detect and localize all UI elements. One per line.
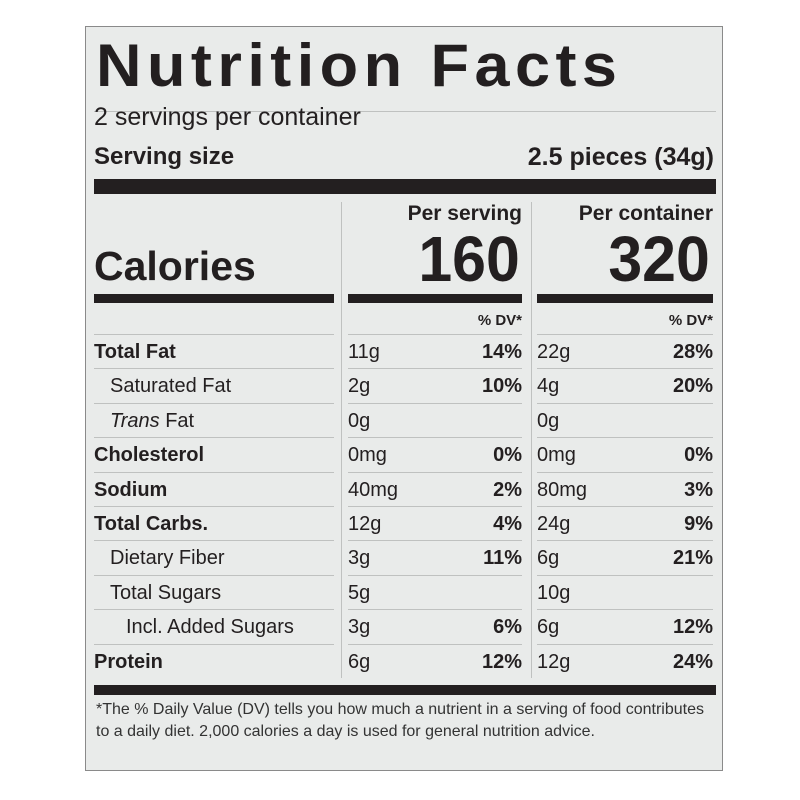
- nutrient-row: Total Sugars 5g 10g: [86, 574, 724, 610]
- dv-per-container: 12%: [672, 616, 713, 639]
- nutrient-name: Sodium: [94, 478, 168, 501]
- nutrient-row: Cholesterol 0mg 0% 0mg 0%: [86, 437, 724, 472]
- dv-per-container: [537, 404, 713, 438]
- dv-per-serving: 4%: [493, 513, 522, 535]
- nutrient-row: Protein 6g 12% 12g 24%: [86, 643, 724, 679]
- nutrient-name: Total Sugars: [110, 581, 222, 604]
- nutrition-facts-label: Nutrition Facts 2 servings per container…: [85, 26, 723, 771]
- amount-per-container: 0g: [537, 409, 560, 432]
- amount-per-serving: 5g: [348, 581, 371, 604]
- dv-per-container: 28%: [672, 341, 713, 363]
- nutrient-name: Saturated Fat: [110, 375, 232, 398]
- amount-per-serving: 6g: [348, 650, 371, 673]
- amount-per-container: 10g: [537, 581, 571, 604]
- calories-per-container: 320: [608, 223, 710, 295]
- dv-header-serving: % DV*: [477, 312, 522, 329]
- dv-header-container: % DV*: [668, 312, 713, 329]
- amount-per-container: 6g: [537, 547, 560, 570]
- thick-divider: [94, 179, 716, 194]
- dv-per-container: 3%: [684, 478, 713, 501]
- per-container-header: Per container: [578, 202, 713, 225]
- calories-label: Calories: [94, 243, 256, 289]
- dv-per-serving: 6%: [493, 616, 522, 639]
- dv-per-serving: 14%: [481, 341, 522, 363]
- amount-per-container: 12g: [537, 650, 571, 673]
- dv-per-serving: [348, 404, 522, 438]
- dv-per-container: 24%: [672, 650, 713, 673]
- amount-per-serving: 12g: [348, 513, 382, 535]
- amount-per-serving: 40mg: [348, 478, 399, 501]
- footnote: *The % Daily Value (DV) tells you how mu…: [96, 701, 704, 740]
- nutrient-name: Total Fat: [94, 341, 176, 363]
- nutrient-name: Total Carbs.: [94, 513, 209, 535]
- nutrient-name: Incl. Added Sugars: [126, 616, 294, 639]
- thick-divider-bottom: [94, 685, 716, 695]
- dv-per-container: 21%: [672, 547, 713, 570]
- dv-per-serving: 11%: [483, 547, 522, 570]
- dv-per-container: 20%: [672, 375, 713, 398]
- nutrient-row: Sodium 40mg 2% 80mg 3%: [86, 471, 724, 507]
- serving-size-value: 2.5 pieces (34g): [527, 143, 714, 171]
- serving-size-label: Serving size: [94, 143, 235, 170]
- amount-per-container: 22g: [537, 341, 571, 363]
- amount-per-container: 0mg: [537, 444, 576, 467]
- amount-per-serving: 0g: [348, 409, 371, 432]
- nutrient-name: Protein: [94, 650, 163, 673]
- amount-per-container: 6g: [537, 616, 560, 639]
- nutrient-row: Trans Fat 0g 0g: [86, 402, 724, 438]
- nutrient-row: Saturated Fat 2g 10% 4g 20%: [86, 368, 724, 403]
- nutrient-name: Dietary Fiber: [110, 547, 225, 570]
- dv-per-serving: [348, 576, 522, 610]
- nutrient-row: Total Fat 11g 14% 22g 28%: [86, 334, 724, 369]
- nutrient-name: Cholesterol: [94, 444, 205, 467]
- amount-per-container: 80mg: [537, 478, 588, 501]
- dv-per-container: 0%: [684, 444, 713, 467]
- calories-per-serving: 160: [418, 223, 520, 295]
- dv-per-serving: 0%: [493, 444, 522, 467]
- dv-per-container: 9%: [684, 513, 713, 535]
- dv-per-serving: 12%: [481, 650, 522, 673]
- dv-per-container: [537, 576, 713, 610]
- amount-per-serving: 11g: [348, 341, 380, 363]
- amount-per-serving: 0mg: [348, 444, 387, 467]
- dv-per-serving: 10%: [481, 375, 522, 398]
- nutrient-row: Incl. Added Sugars 3g 6% 6g 12%: [86, 609, 724, 644]
- nutrient-name: Trans Fat: [110, 409, 195, 432]
- amount-per-serving: 3g: [348, 616, 371, 639]
- amount-per-container: 24g: [537, 513, 571, 535]
- amount-per-serving: 3g: [348, 547, 371, 570]
- amount-per-serving: 2g: [348, 375, 371, 398]
- nutrient-row: Total Carbs. 12g 4% 24g 9%: [86, 506, 724, 541]
- servings-per-container: 2 servings per container: [94, 103, 361, 131]
- per-serving-header: Per serving: [407, 202, 522, 225]
- amount-per-container: 4g: [537, 375, 560, 398]
- dv-per-serving: 2%: [493, 478, 522, 501]
- nutrient-row: Dietary Fiber 3g 11% 6g 21%: [86, 540, 724, 575]
- label-title: Nutrition Facts: [96, 32, 623, 99]
